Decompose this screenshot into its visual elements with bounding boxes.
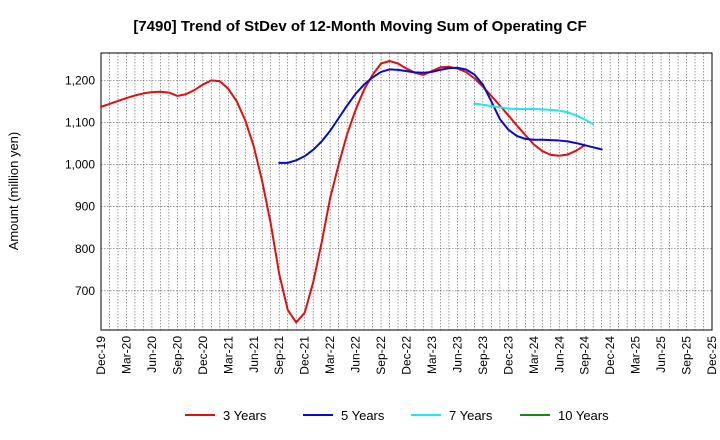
y-axis: 700 800 900 1,000 1,100 1,200 — [65, 73, 95, 297]
legend-label-5-years: 5 Years — [341, 408, 385, 423]
x-tick-label: Mar-23 — [425, 336, 439, 374]
x-tick-label: Jun-24 — [552, 336, 566, 373]
x-tick-label: Dec-25 — [705, 336, 719, 375]
x-tick-label: Mar-22 — [323, 336, 337, 374]
x-tick-label: Dec-20 — [196, 336, 210, 375]
legend-label-7-years: 7 Years — [449, 408, 493, 423]
x-tick-label: Dec-23 — [501, 336, 515, 375]
x-tick-label: Dec-24 — [603, 336, 617, 375]
x-tick-label: Sep-23 — [476, 336, 490, 375]
legend-label-3-years: 3 Years — [223, 408, 267, 423]
x-tick-label: Mar-20 — [119, 336, 133, 374]
y-tick-label: 1,000 — [65, 158, 95, 172]
x-axis: Dec-19 Mar-20 Jun-20 Sep-20 Dec-20 Mar-21 Jun-… — [94, 336, 719, 375]
x-tick-label: Mar-24 — [527, 336, 541, 374]
x-tick-label: Jun-25 — [654, 336, 668, 373]
x-tick-label: Jun-23 — [450, 336, 464, 373]
series-line-7-years — [473, 102, 595, 126]
y-tick-label: 1,200 — [65, 73, 95, 87]
x-tick-label: Sep-25 — [680, 336, 694, 375]
x-tick-label: Dec-19 — [94, 336, 108, 375]
x-tick-label: Sep-22 — [374, 336, 388, 375]
plot-area — [100, 52, 713, 331]
x-tick-label: Jun-21 — [247, 336, 261, 373]
x-tick-label: Jun-22 — [349, 336, 363, 373]
y-tick-label: 1,100 — [65, 115, 95, 129]
x-tick-label: Sep-20 — [170, 336, 184, 375]
y-tick-label: 900 — [75, 200, 95, 214]
legend: 3 Years 5 Years 7 Years 10 Years — [185, 408, 609, 423]
grid — [101, 53, 712, 330]
y-tick-label: 800 — [75, 242, 95, 256]
series-line-5-years — [278, 66, 603, 164]
x-tick-label: Sep-21 — [272, 336, 286, 375]
x-tick-label: Mar-21 — [221, 336, 235, 374]
series-line-3-years — [100, 60, 586, 324]
x-tick-label: Sep-24 — [578, 336, 592, 375]
series-group — [100, 60, 603, 324]
x-tick-label: Dec-22 — [400, 336, 414, 375]
legend-label-10-years: 10 Years — [558, 408, 609, 423]
x-tick-label: Mar-25 — [629, 336, 643, 374]
y-axis-label: Amount (million yen) — [6, 132, 21, 251]
x-tick-label: Jun-20 — [145, 336, 159, 373]
y-tick-label: 700 — [75, 284, 95, 298]
x-tick-label: Dec-21 — [298, 336, 312, 375]
chart-title: [7490] Trend of StDev of 12-Month Moving… — [133, 18, 586, 35]
